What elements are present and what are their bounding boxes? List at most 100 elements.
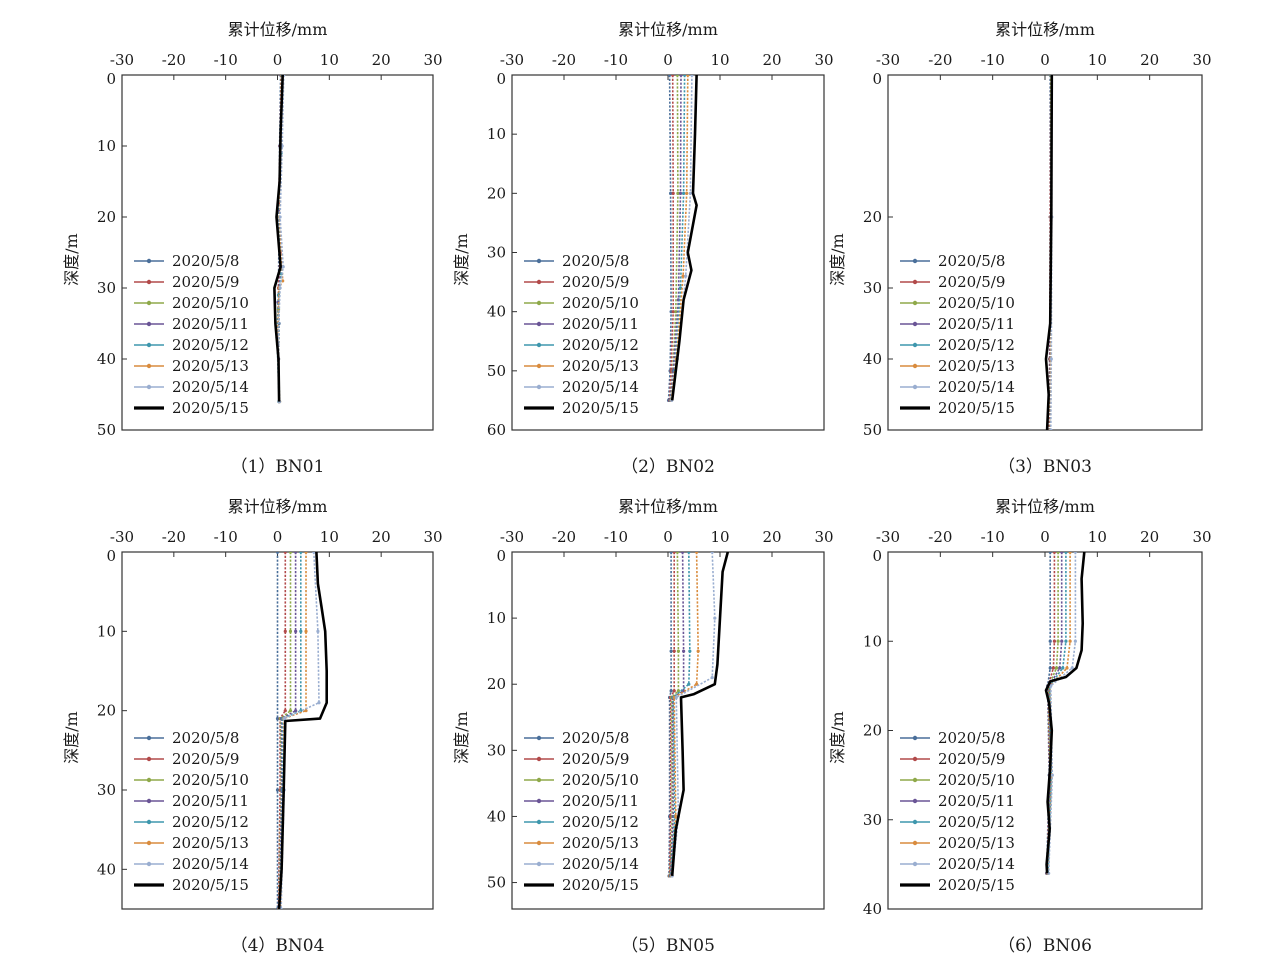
legend-marker-6 (912, 363, 918, 369)
legend-marker-4 (912, 798, 918, 804)
x-tick-label: -30 (110, 528, 134, 546)
legend-marker-2 (536, 756, 542, 762)
series-point-7 (674, 695, 678, 700)
series-point-4 (680, 552, 685, 554)
legend-marker-4 (536, 321, 542, 327)
legend-label-2: 2020/5/9 (938, 750, 1005, 768)
x-axis-title: 累计位移/mm (995, 20, 1095, 39)
y-tick-label: 20 (487, 184, 506, 202)
series-point-1 (1048, 552, 1052, 554)
series-point-1 (1048, 639, 1052, 643)
legend-label-7: 2020/5/14 (938, 855, 1015, 873)
series-point-5 (1047, 450, 1050, 453)
panel-caption: （2）BN02 (621, 457, 715, 477)
y-tick-label: 50 (97, 421, 116, 439)
legend-marker-4 (146, 798, 152, 804)
y-tick-label: 0 (496, 70, 506, 88)
legend-marker-4 (912, 321, 918, 327)
series-point-1 (1048, 666, 1052, 670)
legend-label-3: 2020/5/10 (562, 771, 639, 789)
series-line-4 (278, 552, 297, 909)
series-point-7 (278, 286, 282, 290)
chart-panel-1: 累计位移/mm -30 -20 -10 0 10 20 30 0 10 20 30 40 50 深度/m 20… (62, 20, 443, 477)
plot-frame (887, 551, 1203, 910)
legend-label-2: 2020/5/9 (172, 273, 239, 291)
y-tick-label: 30 (863, 811, 882, 829)
legend-label-5: 2020/5/12 (938, 813, 1015, 831)
x-tick-label: -30 (500, 528, 524, 546)
legend-marker-3 (536, 300, 542, 306)
series-line-3 (1046, 552, 1059, 874)
series-point-7 (710, 552, 714, 554)
x-tick-label: -20 (162, 51, 186, 69)
series-point-7 (713, 616, 717, 620)
legend-marker-1 (146, 735, 152, 741)
series-point-1 (667, 75, 672, 77)
x-axis-title: 累计位移/mm (228, 20, 328, 39)
x-tick-label: 10 (320, 51, 339, 69)
series-point-7 (710, 676, 714, 680)
x-tick-label: 30 (814, 528, 833, 546)
legend-label-2: 2020/5/9 (562, 750, 629, 768)
series-point-1 (669, 191, 673, 195)
y-tick-label: 10 (97, 622, 116, 640)
x-tick-label: 10 (710, 51, 729, 69)
legend-label-6: 2020/5/13 (562, 834, 639, 852)
series-point-2 (672, 689, 676, 693)
legend-marker-1 (536, 735, 542, 741)
plot-frame (511, 551, 825, 910)
y-tick-label: 10 (487, 609, 506, 627)
series-point-2 (283, 552, 287, 554)
legend-label-3: 2020/5/10 (938, 771, 1015, 789)
panel-caption: （5）BN05 (621, 936, 715, 956)
legend-label-7: 2020/5/14 (562, 378, 639, 396)
legend-label-4: 2020/5/11 (172, 792, 249, 810)
x-tick-label: -20 (162, 528, 186, 546)
legend-label-5: 2020/5/12 (172, 336, 249, 354)
series-point-2 (671, 310, 675, 314)
legend-marker-5 (536, 819, 542, 825)
series-point-2 (1047, 450, 1050, 453)
x-tick-label: 20 (372, 528, 391, 546)
y-tick-label: 10 (863, 632, 882, 650)
x-tick-label: -20 (552, 528, 576, 546)
series-line-5 (670, 552, 691, 876)
legend-label-7: 2020/5/14 (172, 378, 249, 396)
series-point-3 (288, 709, 293, 713)
y-tick-label: 20 (863, 208, 882, 226)
series-point-3 (1047, 450, 1050, 453)
x-tick-label: 20 (762, 51, 781, 69)
series-line-8 (670, 75, 698, 401)
series-group (273, 75, 286, 404)
y-axis-title: 深度/m (62, 233, 81, 286)
series-point-4 (1060, 639, 1064, 643)
y-tick-label: 40 (487, 807, 506, 825)
legend-label-3: 2020/5/10 (938, 294, 1015, 312)
series-group (667, 552, 730, 878)
legend-marker-7 (912, 861, 918, 867)
series-point-7 (1049, 428, 1053, 430)
x-tick-label: 10 (1088, 528, 1107, 546)
series-point-2 (283, 629, 287, 633)
legend-marker-5 (912, 819, 918, 825)
legend-marker-3 (912, 300, 918, 306)
series-point-5 (1064, 639, 1068, 643)
legend-label-7: 2020/5/14 (938, 378, 1015, 396)
x-axis-title: 累计位移/mm (995, 497, 1095, 516)
series-point-4 (1058, 666, 1062, 670)
x-tick-label: -10 (981, 528, 1005, 546)
y-tick-label: 10 (487, 125, 506, 143)
x-tick-label: -20 (928, 528, 952, 546)
panel-caption: （6）BN06 (998, 936, 1092, 956)
series-group (1044, 552, 1086, 875)
series-point-5 (687, 552, 691, 554)
series-point-6 (1068, 552, 1072, 554)
series-point-5 (682, 191, 686, 195)
series-group (1044, 75, 1054, 453)
series-point-6 (685, 191, 689, 195)
legend-label-4: 2020/5/11 (562, 792, 639, 810)
y-tick-label: 40 (97, 350, 116, 368)
plot-frame (511, 74, 825, 431)
series-point-3 (676, 649, 681, 653)
y-tick-label: 10 (97, 137, 116, 155)
